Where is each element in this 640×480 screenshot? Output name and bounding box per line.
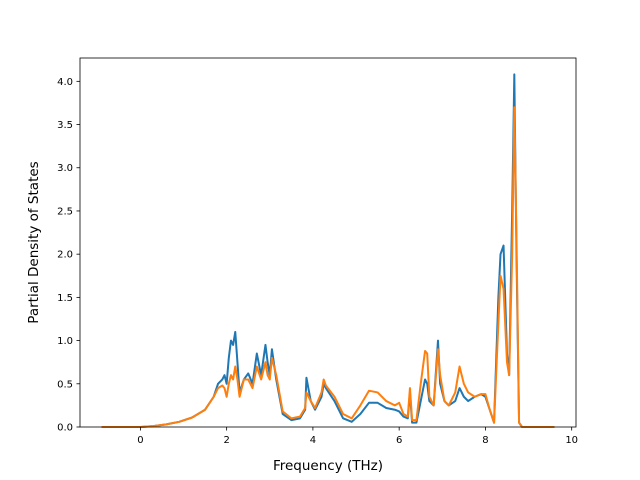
y-tick-label: 2.5: [57, 206, 73, 217]
y-tick-label: 2.0: [57, 250, 73, 261]
x-tick-label: 8: [482, 435, 488, 446]
y-tick-label: 0.5: [57, 379, 73, 390]
series-line-1: [101, 73, 555, 428]
x-tick-label: 0: [137, 435, 143, 446]
y-tick-label: 4.0: [57, 77, 73, 88]
y-tick-label: 1.0: [57, 336, 73, 347]
x-axis-ticks: 0 2 4 6 8 10: [137, 427, 578, 446]
x-axis-label: Frequency (THz): [273, 458, 383, 474]
plot-frame: [79, 57, 577, 428]
y-tick-label: 1.5: [57, 293, 73, 304]
y-tick-label: 3.0: [57, 163, 73, 174]
y-axis-label: Partial Density of States: [26, 161, 42, 323]
x-tick-label: 2: [223, 435, 229, 446]
x-tick-label: 4: [310, 435, 316, 446]
y-tick-label: 3.5: [57, 120, 73, 131]
y-tick-label: 0.0: [57, 423, 73, 434]
y-axis-ticks: 0.0 0.5 1.0 1.5 2.0 2.5 3.0 3.5 4.0: [57, 77, 80, 434]
x-tick-label: 10: [565, 435, 578, 446]
x-tick-label: 6: [396, 435, 402, 446]
series-layer: [101, 73, 555, 428]
series-line-2: [101, 106, 555, 428]
